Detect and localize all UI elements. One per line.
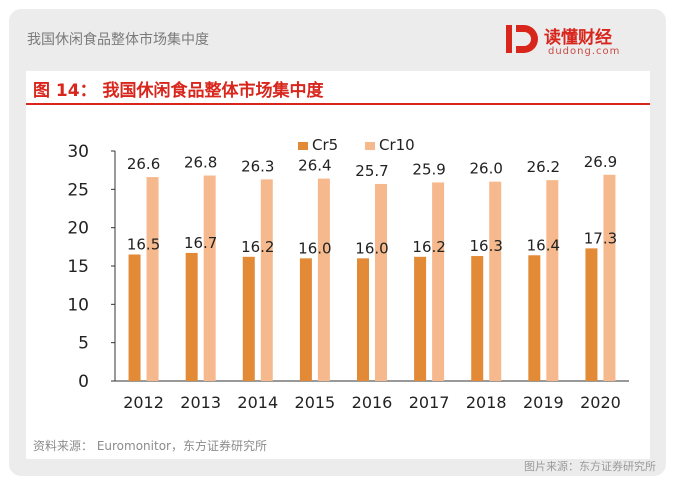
data-label-cr10: 26.4 xyxy=(298,157,331,175)
data-label-cr5: 16.2 xyxy=(412,238,445,256)
bar-cr5 xyxy=(185,252,198,381)
x-tick-label: 2019 xyxy=(523,393,564,412)
x-tick-label: 2013 xyxy=(180,393,221,412)
x-tick-label: 2014 xyxy=(237,393,278,412)
bar-cr5 xyxy=(128,254,141,381)
brand-domain: dudong.com xyxy=(548,46,621,57)
x-tick-label: 2012 xyxy=(123,393,164,412)
data-label-cr10: 25.9 xyxy=(412,160,445,178)
bar-cr10 xyxy=(603,174,616,381)
y-tick-label: 30 xyxy=(67,142,89,162)
bar-cr10 xyxy=(203,175,216,381)
legend-swatch-cr10 xyxy=(365,142,375,150)
bar-cr5 xyxy=(299,258,312,381)
header-title: 我国休闲食品整体市场集中度 xyxy=(27,32,209,48)
source-note: 资料来源： Euromonitor，东方证券研究所 xyxy=(33,439,267,453)
bar-cr5 xyxy=(357,258,369,381)
brand-mark-icon xyxy=(506,25,538,53)
data-label-cr5: 16.0 xyxy=(355,239,388,257)
data-label-cr5: 16.2 xyxy=(241,238,274,256)
y-tick-label: 25 xyxy=(67,180,89,200)
bar-cr5 xyxy=(242,256,255,381)
x-tick-label: 2016 xyxy=(352,393,393,412)
bar-chart: 0 5 10 15 20 25 30 16.5 26.6 2012 16.7 26.8 2013 16.2… xyxy=(67,136,629,412)
bar-cr10 xyxy=(317,178,330,381)
data-label-cr5: 16.7 xyxy=(184,234,217,252)
bar-cr10 xyxy=(146,177,159,381)
x-tick-label: 2017 xyxy=(409,393,450,412)
image-credit: 图片来源：东方证券研究所 xyxy=(524,460,656,473)
y-tick-label: 20 xyxy=(67,219,89,239)
x-tick-label: 2018 xyxy=(466,393,507,412)
figure-title: 图 14： 我国休闲食品整体市场集中度 xyxy=(33,81,324,101)
y-tick-label: 10 xyxy=(67,295,89,315)
data-label-cr5: 16.4 xyxy=(527,236,560,254)
bar-cr10 xyxy=(432,182,445,381)
x-tick-label: 2020 xyxy=(580,393,621,412)
data-label-cr10: 26.8 xyxy=(184,154,217,172)
figure-panel: 图 14： 我国休闲食品整体市场集中度 0 5 10 15 20 25 30 16.5 26.6… xyxy=(26,71,650,459)
y-tick-label: 15 xyxy=(67,257,89,277)
data-label-cr10: 25.7 xyxy=(355,162,388,180)
bar-cr5 xyxy=(528,255,541,381)
data-label-cr5: 17.3 xyxy=(584,229,617,247)
bar-cr10 xyxy=(375,183,387,381)
bar-cr10 xyxy=(260,179,273,381)
legend-swatch-cr5 xyxy=(298,142,308,150)
data-label-cr10: 26.9 xyxy=(584,153,617,171)
legend-label-cr10: Cr10 xyxy=(379,136,415,154)
data-label-cr10: 26.3 xyxy=(241,157,274,175)
x-tick-label: 2015 xyxy=(295,393,336,412)
bar-cr5 xyxy=(585,248,598,381)
bar-cr10 xyxy=(546,180,559,381)
data-label-cr5: 16.3 xyxy=(470,237,503,255)
bar-cr10 xyxy=(489,181,502,381)
data-label-cr5: 16.0 xyxy=(298,239,331,257)
data-label-cr10: 26.0 xyxy=(470,160,503,178)
data-label-cr10: 26.6 xyxy=(127,155,160,173)
y-tick-label: 5 xyxy=(78,334,89,354)
data-label-cr5: 16.5 xyxy=(127,236,160,254)
bar-cr5 xyxy=(414,256,427,381)
report-card: 我国休闲食品整体市场集中度 读懂财经 dudong.com 图 14： 我国休闲… xyxy=(9,9,666,476)
legend-label-cr5: Cr5 xyxy=(312,136,338,154)
brand-name: 读懂财经 xyxy=(544,28,612,48)
y-tick-label: 0 xyxy=(78,372,89,392)
figure-title-rule xyxy=(26,103,650,105)
data-label-cr10: 26.2 xyxy=(527,158,560,176)
brand-logo: 读懂财经 dudong.com xyxy=(504,19,644,65)
bar-cr5 xyxy=(471,256,484,381)
